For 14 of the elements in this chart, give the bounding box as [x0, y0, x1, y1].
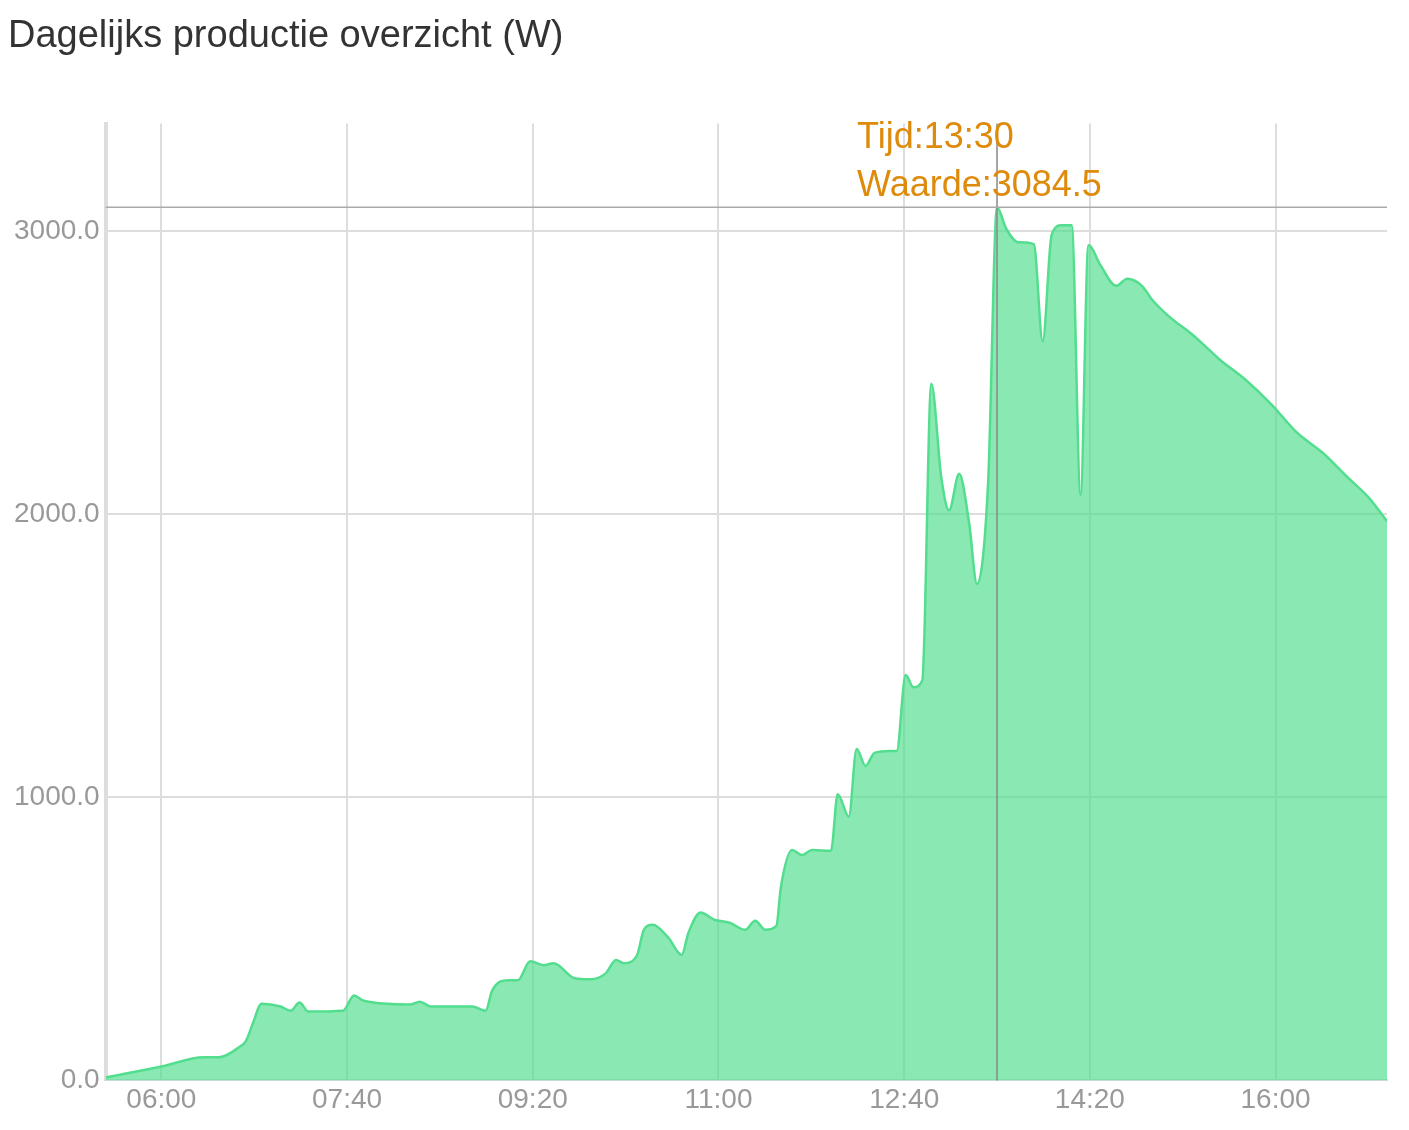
y-tick-label: 1000.0 — [14, 780, 100, 812]
x-tick-label: 07:40 — [312, 1082, 383, 1114]
ref-line-label: Tijd:13:30 — [857, 114, 1014, 156]
y-tick-label: 3000.0 — [14, 213, 100, 245]
chart-title: Dagelijks productie overzicht (W) — [8, 13, 564, 56]
y-tick-label: 2000.0 — [14, 496, 100, 528]
y-tick-label: 0.0 — [60, 1063, 100, 1095]
ref-line-label: Waarde:3084.5 — [857, 162, 1102, 204]
x-tick-label: 12:40 — [869, 1082, 940, 1114]
x-tick-label: 06:00 — [126, 1082, 197, 1114]
x-tick-label: 16:00 — [1240, 1082, 1311, 1114]
x-tick-label: 14:20 — [1054, 1082, 1125, 1114]
x-tick-label: 11:00 — [684, 1082, 753, 1114]
x-tick-label: 09:20 — [497, 1082, 568, 1114]
